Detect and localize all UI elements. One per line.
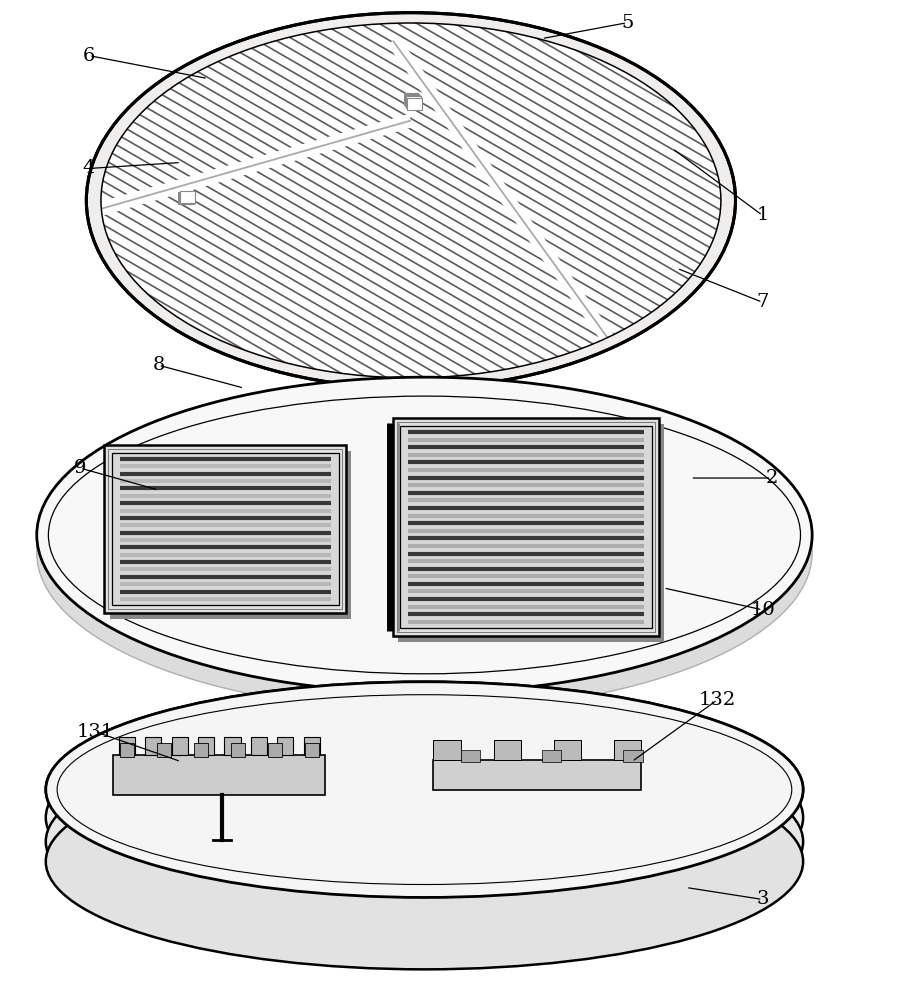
Bar — [405, 95, 419, 107]
Text: 5: 5 — [621, 14, 633, 32]
Bar — [396, 422, 655, 632]
Bar — [622, 750, 642, 762]
Text: 9: 9 — [74, 459, 87, 477]
Ellipse shape — [46, 682, 802, 897]
Bar — [303, 737, 319, 755]
Ellipse shape — [87, 13, 735, 388]
Bar — [392, 418, 658, 636]
Bar — [105, 445, 345, 613]
Ellipse shape — [37, 395, 811, 711]
Bar — [553, 740, 580, 760]
Bar — [119, 737, 135, 755]
Bar — [179, 191, 194, 203]
Bar — [145, 737, 161, 755]
Bar — [460, 750, 480, 762]
Bar — [171, 737, 188, 755]
Text: 8: 8 — [152, 356, 164, 374]
Ellipse shape — [46, 682, 802, 897]
Bar — [157, 743, 170, 757]
Ellipse shape — [37, 377, 811, 693]
Text: 2: 2 — [765, 469, 777, 487]
Text: 131: 131 — [77, 723, 114, 741]
Bar — [398, 424, 664, 642]
Text: 10: 10 — [750, 601, 774, 619]
Bar — [108, 449, 342, 609]
Bar — [112, 453, 338, 605]
Ellipse shape — [46, 754, 802, 969]
Text: 6: 6 — [83, 47, 95, 65]
Bar — [179, 192, 193, 204]
Bar — [406, 96, 420, 108]
Bar — [493, 740, 520, 760]
Bar — [403, 93, 418, 105]
Bar — [277, 737, 293, 755]
Bar — [304, 743, 318, 757]
Bar — [198, 737, 214, 755]
Bar — [433, 760, 640, 790]
Bar — [613, 740, 640, 760]
Text: 3: 3 — [756, 890, 768, 908]
Bar — [251, 737, 267, 755]
Bar — [541, 750, 561, 762]
Text: 7: 7 — [756, 293, 768, 311]
Bar — [120, 743, 134, 757]
Bar — [267, 743, 281, 757]
Bar — [407, 98, 421, 110]
Ellipse shape — [46, 734, 802, 949]
Ellipse shape — [101, 23, 720, 378]
Bar — [114, 755, 325, 795]
Bar — [404, 94, 419, 106]
Bar — [178, 192, 192, 204]
Bar — [110, 451, 351, 619]
Bar — [400, 426, 651, 628]
Ellipse shape — [46, 710, 802, 925]
Bar — [193, 743, 207, 757]
Text: 1: 1 — [756, 206, 768, 224]
Text: 4: 4 — [83, 159, 95, 177]
Bar — [433, 740, 460, 760]
Bar — [230, 743, 244, 757]
Text: 132: 132 — [698, 691, 735, 709]
Bar — [225, 737, 241, 755]
